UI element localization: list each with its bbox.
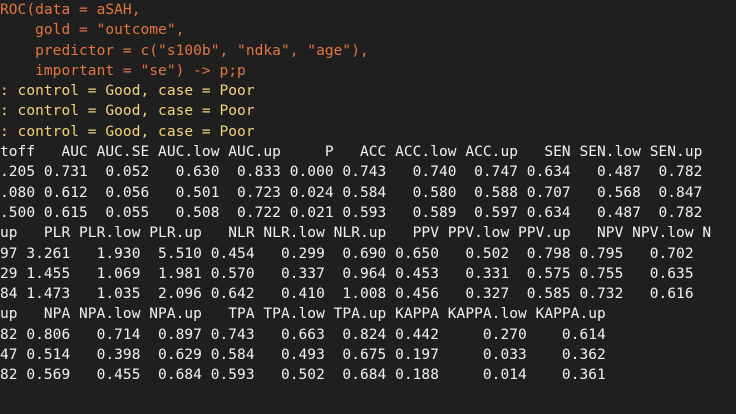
output-header-row: up PLR PLR.low PLR.up NLR NLR.low NLR.up…	[0, 225, 712, 242]
output-header-row: up NPA NPA.low NPA.up TPA TPA.low TPA.up…	[0, 306, 606, 323]
command-line: ROC(data = aSAH,	[0, 2, 141, 18]
output-row: .500 0.615 0.055 0.508 0.722 0.021 0.593…	[0, 204, 703, 221]
command-line: important = "se") -> p;p	[0, 62, 246, 79]
output-row: 82 0.569 0.455 0.684 0.593 0.502 0.684 0…	[0, 367, 606, 384]
output-row: 82 0.806 0.714 0.897 0.743 0.663 0.824 0…	[0, 326, 606, 343]
command-line: predictor = c("s100b", "ndka", "age"),	[0, 42, 369, 59]
message-line: : control = Good, case = Poor	[0, 103, 255, 120]
output-row: .205 0.731 0.052 0.630 0.833 0.000 0.743…	[0, 164, 703, 181]
output-row: 97 3.261 1.930 5.510 0.454 0.299 0.690 0…	[0, 245, 694, 262]
output-header-row: toff AUC AUC.SE AUC.low AUC.up P ACC ACC…	[0, 144, 703, 161]
output-row: 29 1.455 1.069 1.981 0.570 0.337 0.964 0…	[0, 265, 694, 282]
output-row: 47 0.514 0.398 0.629 0.584 0.493 0.675 0…	[0, 347, 606, 364]
message-line: : control = Good, case = Poor	[0, 123, 255, 140]
output-row: .080 0.612 0.056 0.501 0.723 0.024 0.584…	[0, 184, 703, 201]
command-line: gold = "outcome",	[0, 22, 185, 39]
output-row: 84 1.473 1.035 2.096 0.642 0.410 1.008 0…	[0, 286, 694, 303]
message-line: : control = Good, case = Poor	[0, 83, 255, 100]
